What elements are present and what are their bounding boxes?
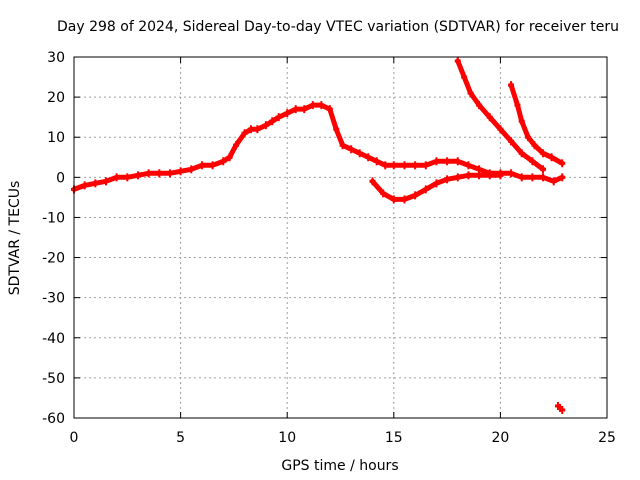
y-tick-label: -60 xyxy=(42,411,65,427)
x-tick-label: 0 xyxy=(70,430,79,446)
x-tick-label: 5 xyxy=(176,430,185,446)
y-tick-label: 20 xyxy=(47,90,65,106)
x-tick-labels: 0 5 10 15 20 25 xyxy=(70,430,616,446)
y-tick-label: 0 xyxy=(56,170,65,186)
series-1 xyxy=(71,101,566,194)
series-2 xyxy=(369,171,504,204)
y-tick-label: 10 xyxy=(47,130,65,146)
x-tick-label: 10 xyxy=(278,430,296,446)
series-line xyxy=(455,58,546,172)
x-axis-label: GPS time / hours xyxy=(281,458,398,474)
y-tick-label: -20 xyxy=(42,251,65,267)
plot-frame xyxy=(73,56,608,419)
x-tick-label: 25 xyxy=(598,430,616,446)
series-3 xyxy=(454,57,547,174)
series-4 xyxy=(508,81,566,168)
y-axis-label: SDTVAR / TECUs xyxy=(7,181,23,296)
series-5 xyxy=(554,401,566,414)
y-tick-label: -10 xyxy=(42,210,65,226)
chart-title: Day 298 of 2024, Sidereal Day-to-day VTE… xyxy=(57,19,619,35)
x-tick-label: 15 xyxy=(385,430,403,446)
y-tick-labels: 30 20 10 0 -10 -20 -30 -40 -50 -60 xyxy=(42,50,65,427)
y-tick-label: 30 xyxy=(47,50,65,66)
x-tick-label: 20 xyxy=(491,430,509,446)
y-tick-label: -50 xyxy=(42,371,65,387)
grid-lines xyxy=(74,57,607,418)
data-series xyxy=(71,57,566,414)
y-tick-label: -30 xyxy=(42,291,65,307)
y-tick-label: -40 xyxy=(42,331,65,347)
axis-ticks xyxy=(73,56,608,419)
